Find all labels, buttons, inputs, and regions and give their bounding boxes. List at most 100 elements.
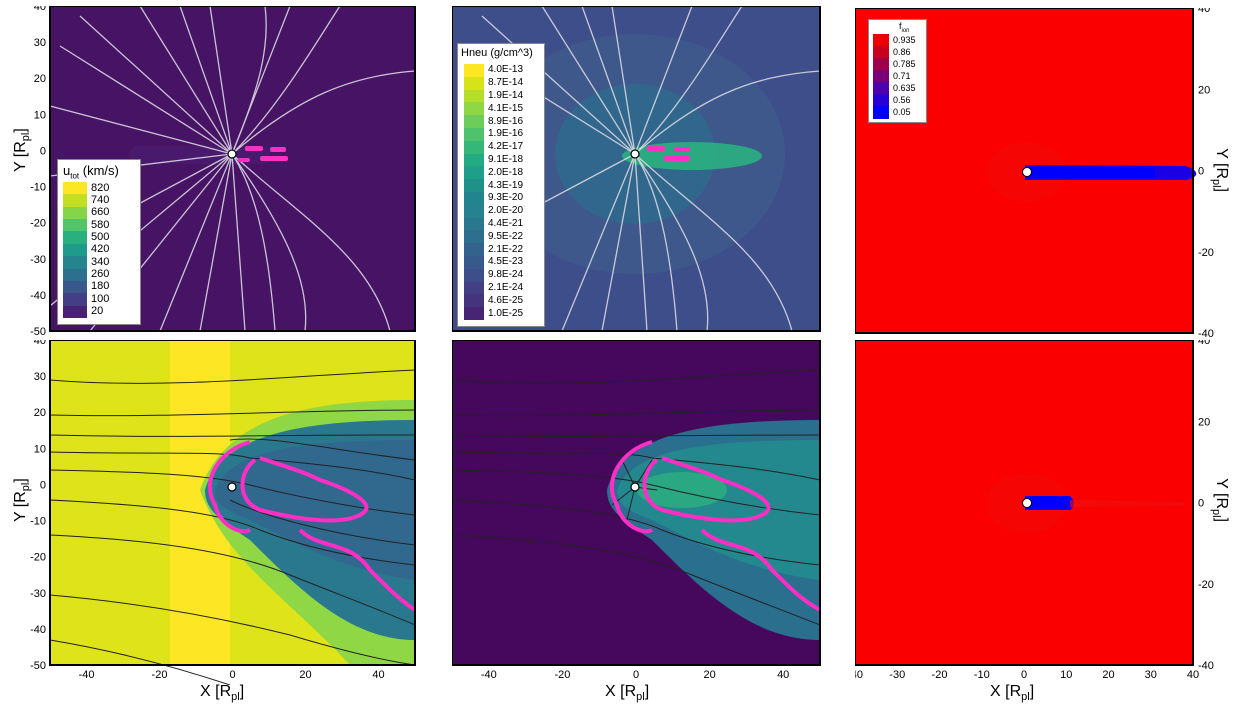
y-tick-label-right: 20 [1198, 84, 1210, 96]
y-ticks-top-left: 40 30 20 10 0 -10 -20 -30 -40 -50 [30, 6, 46, 336]
x-axis-label-middle: X [Rpl] [605, 683, 650, 704]
legend-label: 0.05 [893, 106, 911, 117]
legend-swatch [464, 204, 484, 219]
legend-swatch [63, 182, 87, 195]
x-tick-label: -20 [152, 669, 168, 681]
x-tick-label: 30 [1145, 669, 1157, 681]
legend-swatch [464, 153, 484, 167]
legend-label: 0.86 [893, 46, 911, 57]
legend-swatch [63, 219, 87, 232]
legend-label: 660 [91, 206, 110, 219]
x-axis-label-left: X [Rpl] [200, 683, 245, 704]
y-tick-label-right: 40 [1198, 8, 1210, 15]
x-tick-label: -40 [79, 669, 95, 681]
legend-swatch [464, 128, 484, 142]
legend-swatch [873, 46, 889, 59]
legend-label: 2.1E-22 [488, 243, 524, 255]
legend-label: 0.71 [893, 70, 911, 81]
y-tick-label: 20 [34, 407, 46, 419]
legend-label: 0.785 [893, 58, 916, 69]
legend-label: 580 [91, 218, 110, 231]
legend-swatch [873, 106, 889, 119]
legend-fion-colorbar [873, 34, 889, 119]
legend-label: 100 [91, 292, 110, 305]
x-tick-label: 10 [1060, 669, 1072, 681]
panel-bottom-middle: -40 -20 0 20 40 [452, 340, 821, 681]
y-tick-label: -50 [30, 326, 46, 336]
legend-swatch [464, 281, 484, 295]
y-tick-label: 30 [34, 37, 46, 49]
y-tick-label-right: 20 [1198, 416, 1210, 428]
legend-label: 9.8E-24 [488, 269, 524, 281]
x-tick-label: -40 [481, 669, 497, 681]
legend-swatch [464, 243, 484, 257]
legend-label: 0.635 [893, 82, 916, 93]
legend-swatch [873, 70, 889, 83]
legend-label: 0.935 [893, 34, 916, 45]
legend-label: 4.1E-15 [488, 102, 524, 114]
legend-swatch [464, 217, 484, 231]
x-tick-label: 40 [777, 669, 789, 681]
legend-swatch [873, 34, 889, 47]
legend-label: 340 [91, 255, 110, 268]
y-tick-label-right: -20 [1198, 579, 1214, 591]
legend-swatch [873, 58, 889, 71]
y-tick-label: -30 [30, 588, 46, 600]
legend-label: 820 [91, 181, 110, 194]
legend-label: 1.0E-25 [488, 307, 524, 319]
legend-label: 8.9E-16 [488, 115, 524, 127]
legend-swatch [63, 231, 87, 245]
legend-label: 2.1E-24 [488, 282, 524, 293]
y-tick-label: 0 [40, 479, 46, 491]
legend-label: 4.2E-17 [488, 141, 524, 153]
y-tick-label: -30 [30, 254, 46, 266]
legend-label: 420 [91, 243, 110, 256]
streamlines-black-bottom-middle [452, 369, 821, 626]
legend-swatch [63, 194, 87, 208]
legend-swatch [464, 76, 484, 91]
legend-swatch [464, 166, 484, 180]
x-tick-label: -20 [554, 669, 570, 681]
x-tick-label: 0 [633, 669, 639, 681]
x-tick-label: -20 [932, 669, 948, 681]
x-tick-label: 20 [1102, 669, 1114, 681]
legend-swatch [63, 293, 87, 307]
y-tick-label-right: 0 [1198, 166, 1204, 178]
legend-label: 500 [91, 231, 110, 244]
legend-swatch [63, 256, 87, 270]
legend-label: 9.5E-22 [488, 230, 524, 242]
y-tick-label: 40 [34, 340, 46, 347]
legend-label: 9.3E-20 [488, 192, 524, 204]
legend-swatch [464, 102, 484, 116]
legend-label: 2.0E-18 [488, 166, 524, 178]
legend-swatch [464, 89, 484, 103]
legend-hneu: Hneu (g/cm^3) 4.0E-13 8.7E-14 1.9E-14 4.1E-… [457, 43, 545, 327]
legend-swatch [464, 179, 484, 193]
x-tick-label: 0 [1021, 669, 1027, 681]
legend-hneu-colorbar [464, 64, 484, 321]
y-tick-label-right: -40 [1198, 660, 1214, 672]
x-tick-label: -30 [889, 669, 905, 681]
x-tick-label: -40 [855, 669, 863, 681]
legend-fion: fion 0.935 0.86 0.785 0.71 0.635 0.56 0.05 [868, 19, 927, 123]
y-tick-label: -10 [30, 182, 46, 194]
legend-swatch [464, 294, 484, 308]
legend-swatch [873, 82, 889, 95]
legend-swatch [63, 268, 87, 282]
y-tick-label: 20 [34, 73, 46, 85]
legend-label: 4.3E-19 [488, 179, 524, 191]
y-tick-label-right: -20 [1198, 247, 1214, 259]
y-tick-label-right: -40 [1198, 328, 1214, 338]
legend-label: 1.9E-14 [488, 90, 524, 101]
legend-swatch [464, 307, 484, 321]
y-tick-label: 10 [34, 443, 46, 455]
legend-swatch [464, 64, 484, 78]
legend-label: 2.0E-20 [488, 205, 524, 217]
legend-label: 740 [91, 193, 110, 206]
y-tick-label: -40 [30, 624, 46, 636]
x-axis-label-right: X [Rpl] [990, 683, 1035, 704]
legend-label: 180 [91, 280, 110, 293]
x-tick-label: 20 [299, 669, 311, 681]
legend-swatch [873, 94, 889, 107]
legend-swatch [63, 280, 87, 294]
